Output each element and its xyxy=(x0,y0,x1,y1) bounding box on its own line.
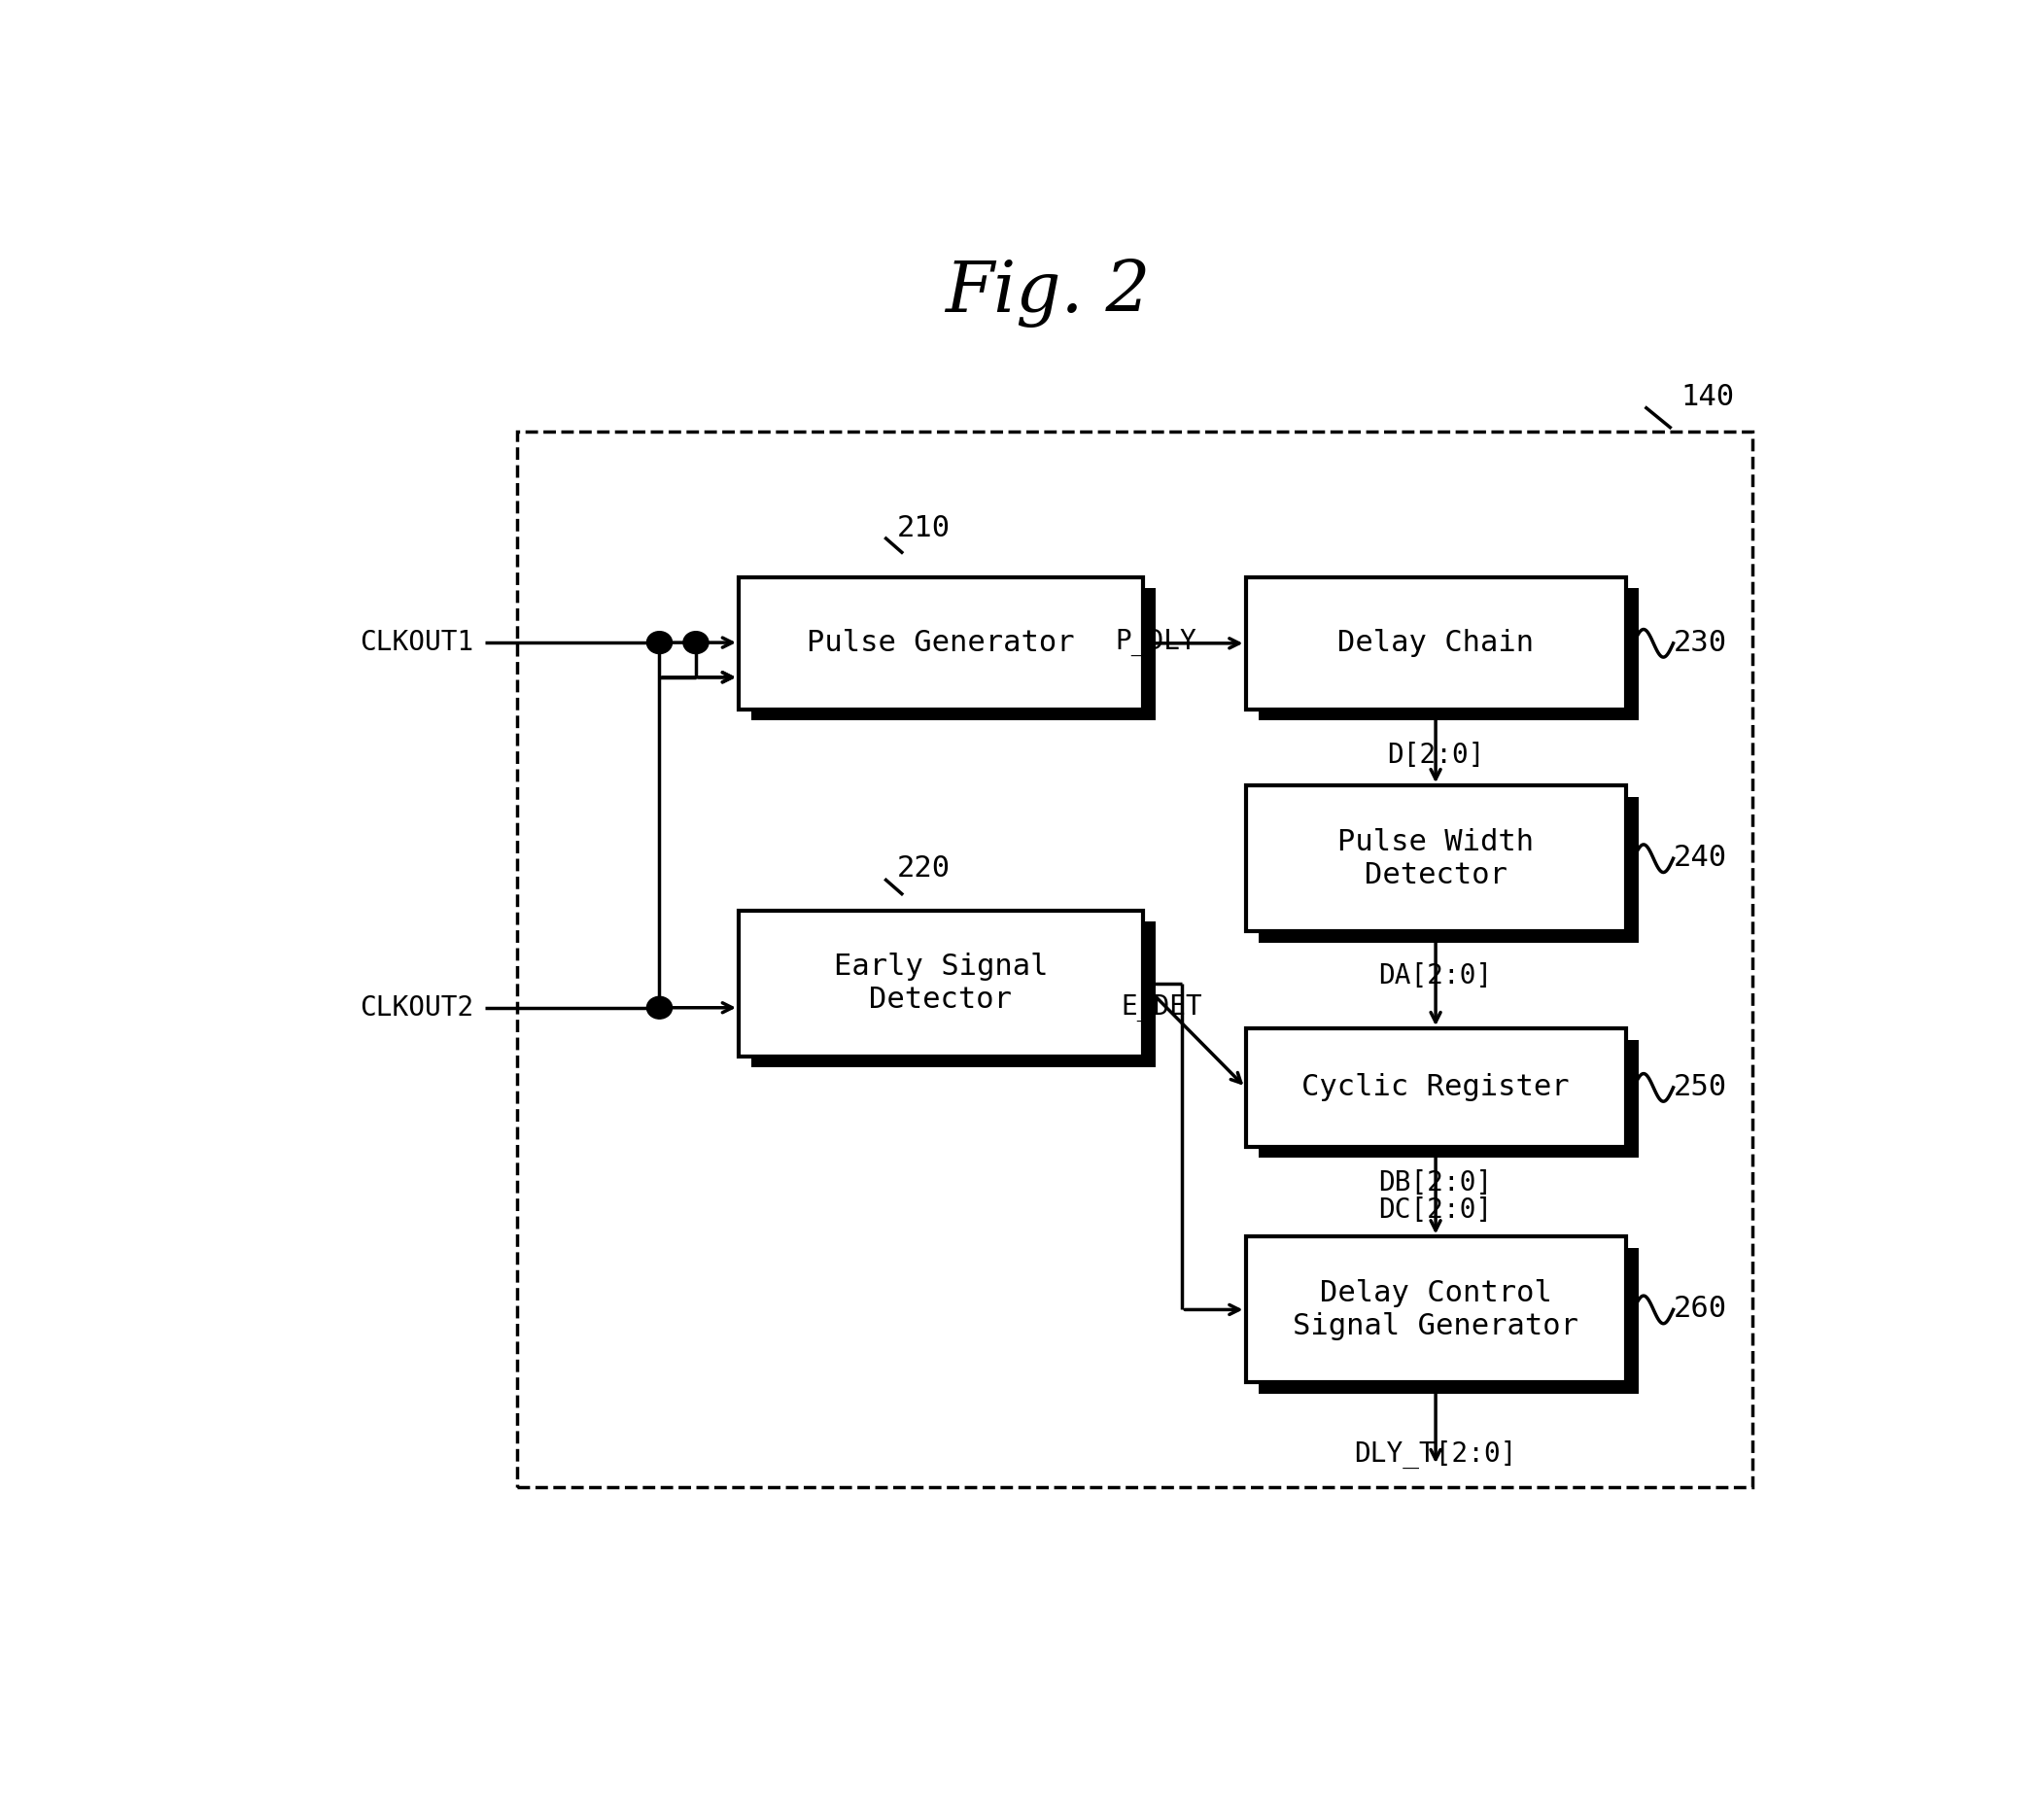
Bar xyxy=(1245,577,1625,709)
Text: 220: 220 xyxy=(897,855,950,883)
Text: Fig. 2: Fig. 2 xyxy=(944,258,1151,326)
Bar xyxy=(1259,797,1639,943)
Text: DB[2:0]: DB[2:0] xyxy=(1378,1168,1492,1195)
Text: 230: 230 xyxy=(1674,629,1727,656)
Text: E_DET: E_DET xyxy=(1122,993,1202,1020)
Bar xyxy=(752,588,1155,721)
Text: 210: 210 xyxy=(897,514,950,543)
Text: 140: 140 xyxy=(1680,382,1735,411)
Text: 240: 240 xyxy=(1674,844,1727,873)
Text: Pulse Generator: Pulse Generator xyxy=(807,629,1075,658)
Bar xyxy=(752,921,1155,1067)
Text: 250: 250 xyxy=(1674,1073,1727,1102)
Bar xyxy=(1259,1248,1639,1394)
Circle shape xyxy=(646,997,672,1019)
Circle shape xyxy=(646,631,672,654)
Bar xyxy=(1259,588,1639,721)
Bar xyxy=(738,577,1143,709)
Bar xyxy=(1259,1040,1639,1158)
Text: Delay Chain: Delay Chain xyxy=(1337,629,1533,658)
Text: DA[2:0]: DA[2:0] xyxy=(1378,963,1492,990)
Text: Delay Control
Signal Generator: Delay Control Signal Generator xyxy=(1292,1280,1578,1340)
Text: DC[2:0]: DC[2:0] xyxy=(1378,1197,1492,1224)
Bar xyxy=(1245,1237,1625,1383)
Bar xyxy=(738,911,1143,1057)
Text: D[2:0]: D[2:0] xyxy=(1386,741,1484,768)
Text: CLKOUT1: CLKOUT1 xyxy=(360,629,474,656)
Text: CLKOUT2: CLKOUT2 xyxy=(360,993,474,1020)
Bar xyxy=(1245,1028,1625,1147)
Text: Cyclic Register: Cyclic Register xyxy=(1302,1073,1570,1102)
Bar xyxy=(1245,786,1625,932)
Text: Pulse Width
Detector: Pulse Width Detector xyxy=(1337,828,1533,889)
Text: DLY_T[2:0]: DLY_T[2:0] xyxy=(1355,1441,1517,1469)
Text: P_DLY: P_DLY xyxy=(1116,629,1196,656)
Circle shape xyxy=(683,631,709,654)
Bar xyxy=(517,431,1752,1487)
Text: Early Signal
Detector: Early Signal Detector xyxy=(834,954,1049,1013)
Text: 260: 260 xyxy=(1674,1295,1727,1323)
